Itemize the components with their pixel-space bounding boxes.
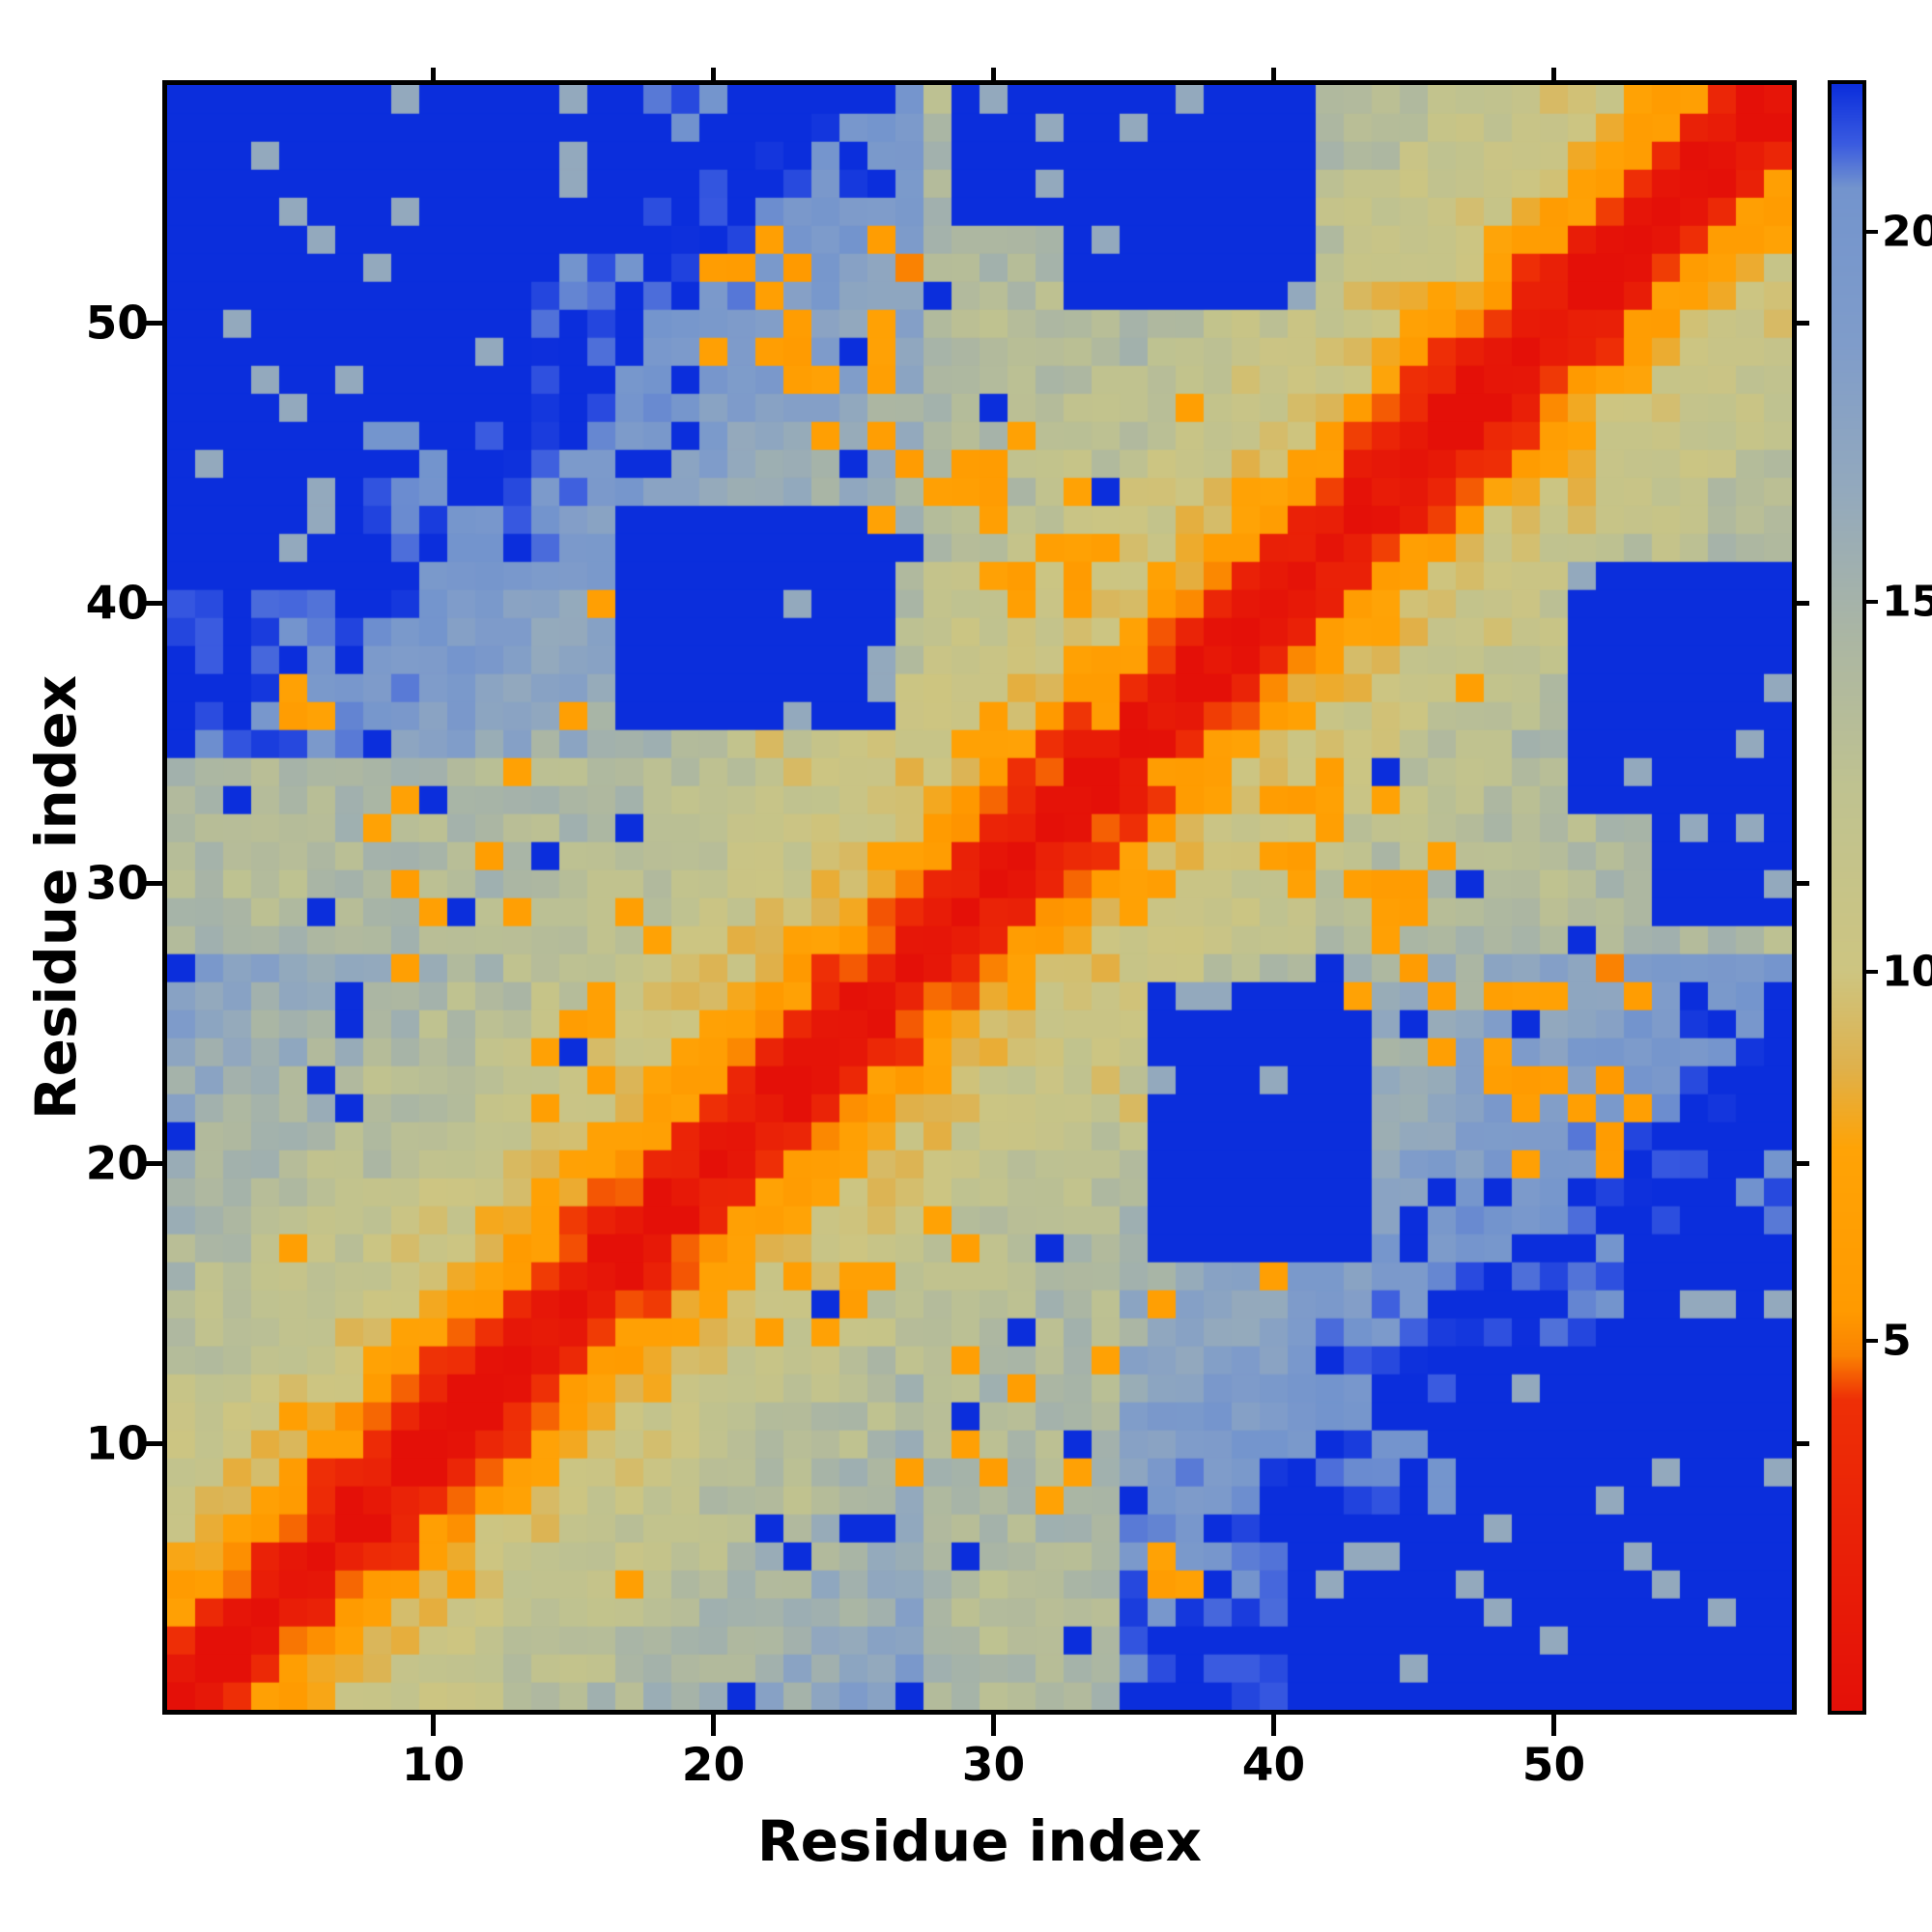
- y-tick-mark: [141, 881, 162, 886]
- colorbar-tick-label: 5: [1882, 1316, 1912, 1366]
- x-tick-mark: [1271, 1715, 1276, 1736]
- colorbar-canvas: [1832, 84, 1862, 1711]
- y-tick-mark-right: [1797, 881, 1809, 886]
- x-tick-mark-top: [991, 68, 996, 80]
- y-tick-mark-right: [1797, 321, 1809, 326]
- x-tick-mark-top: [711, 68, 716, 80]
- y-tick-label: 20: [85, 1137, 149, 1190]
- x-tick-mark: [431, 1715, 436, 1736]
- x-tick-mark: [991, 1715, 996, 1736]
- x-tick-label: 20: [681, 1739, 746, 1792]
- y-tick-mark: [141, 1161, 162, 1166]
- x-axis-label: Residue index: [756, 1808, 1203, 1874]
- y-tick-label: 40: [85, 577, 149, 630]
- colorbar-tick-mark: [1866, 969, 1878, 974]
- y-tick-mark: [141, 321, 162, 326]
- colorbar-tick-label: 20: [1882, 207, 1932, 257]
- y-tick-mark-right: [1797, 1161, 1809, 1166]
- colorbar-tick-mark: [1866, 230, 1878, 235]
- x-tick-mark-top: [1551, 68, 1556, 80]
- y-tick-label: 50: [85, 297, 149, 350]
- colorbar-tick-label: 15: [1882, 577, 1932, 627]
- plot-frame: [162, 80, 1797, 1715]
- colorbar-tick-label: 10: [1882, 947, 1932, 997]
- x-tick-mark: [1551, 1715, 1556, 1736]
- y-tick-mark-right: [1797, 601, 1809, 606]
- y-tick-label: 30: [85, 857, 149, 910]
- x-tick-mark: [711, 1715, 716, 1736]
- colorbar-tick-mark: [1866, 599, 1878, 604]
- x-tick-mark-top: [431, 68, 436, 80]
- y-tick-mark-right: [1797, 1441, 1809, 1446]
- colorbar-frame: [1828, 80, 1866, 1715]
- colorbar-tick-mark: [1866, 1339, 1878, 1344]
- y-tick-label: 10: [85, 1417, 149, 1470]
- y-tick-mark: [141, 1441, 162, 1446]
- heatmap-canvas: [167, 85, 1792, 1710]
- x-tick-label: 50: [1521, 1739, 1586, 1792]
- x-tick-label: 40: [1241, 1739, 1306, 1792]
- x-tick-label: 10: [401, 1739, 466, 1792]
- y-tick-mark: [141, 601, 162, 606]
- x-tick-label: 30: [961, 1739, 1026, 1792]
- x-tick-mark-top: [1271, 68, 1276, 80]
